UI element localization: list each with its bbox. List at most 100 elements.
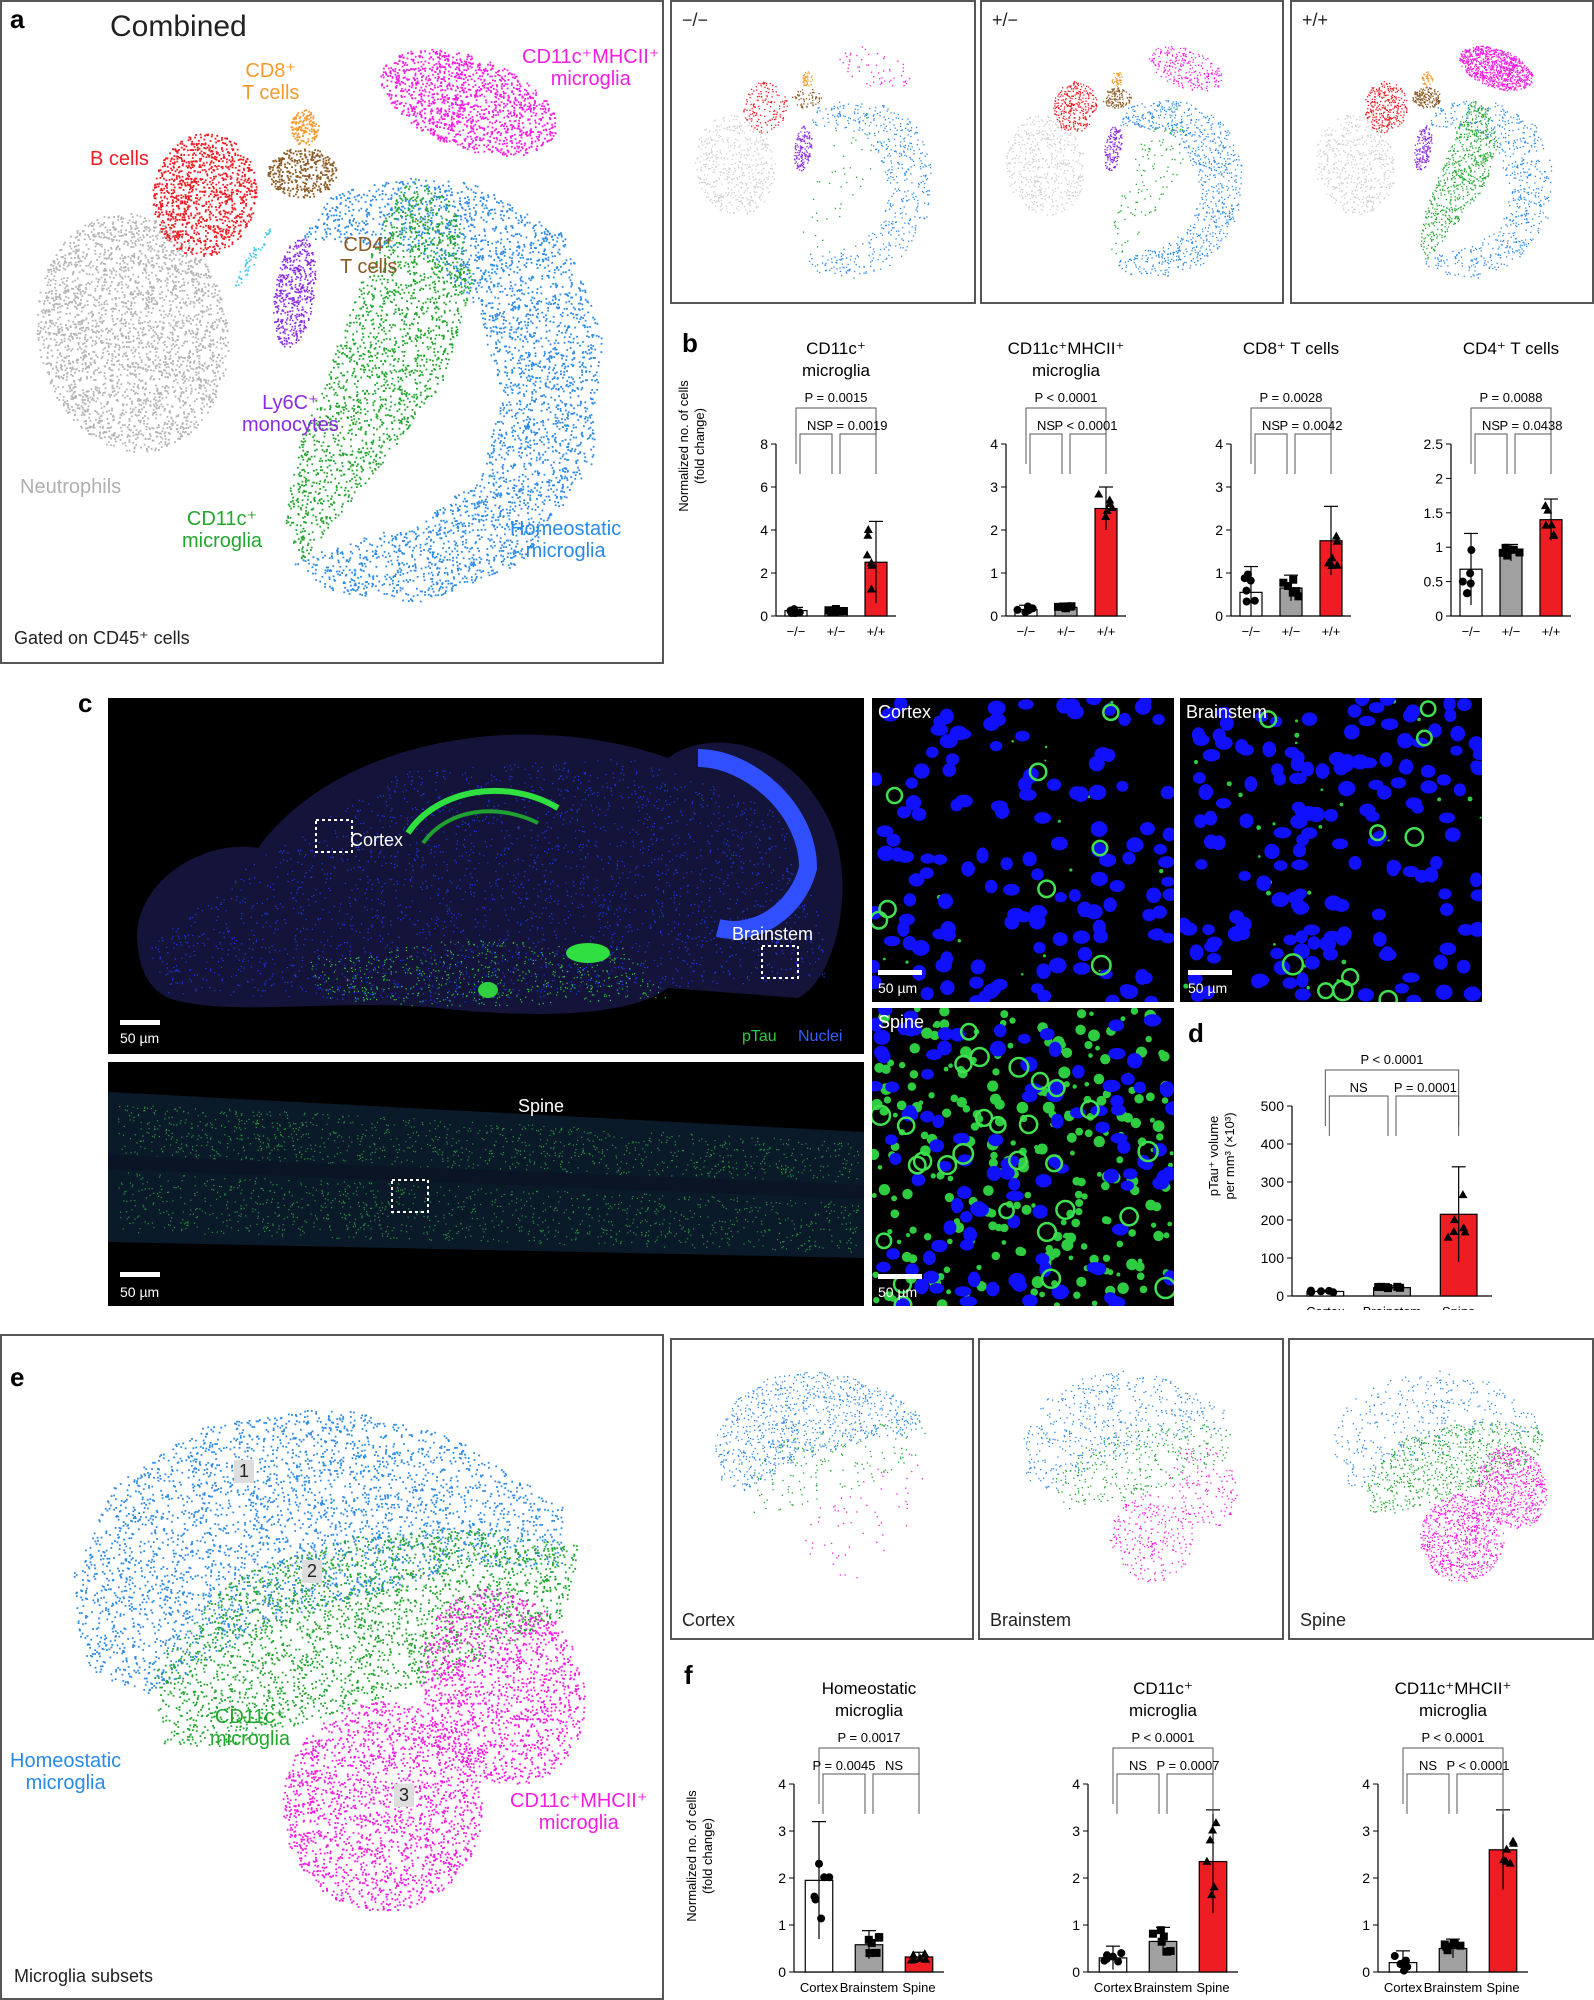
genotype-label: −/− (682, 10, 708, 31)
tick-label: 0 (990, 608, 998, 624)
zoom-label: Cortex (878, 702, 931, 723)
region-cortex-box: Cortex (670, 1338, 974, 1640)
tick-label: 500 (1261, 1098, 1285, 1114)
data-point (1023, 602, 1032, 611)
y-axis-label: (fold change) (692, 408, 707, 484)
cluster-1-label: 1 (234, 1460, 255, 1483)
label-cd11c: CD11c⁺ microglia (210, 1706, 290, 1750)
tsne-wt-box: −/− (670, 0, 976, 304)
zoom-label: Spine (878, 1012, 924, 1033)
data-point (1505, 545, 1514, 554)
y-axis-label: Normalized no. of cells (676, 380, 691, 512)
data-point (1105, 498, 1115, 507)
region-spine-box: Spine (1288, 1338, 1594, 1640)
sig-label: NS (1419, 1758, 1437, 1773)
zoom-spine: Spine 50 µm (872, 1008, 1174, 1306)
tick-label: 0 (1072, 1964, 1080, 1980)
sig-label: NS (885, 1758, 903, 1773)
label-cd11c: CD11c⁺ microglia (182, 508, 262, 552)
sig-label: P = 0.0045 (812, 1758, 875, 1773)
sig-label: P < 0.0001 (1034, 390, 1097, 405)
tsne-het-box: +/− (980, 0, 1284, 304)
label-cd8: CD8⁺ T cells (242, 60, 299, 104)
chart-title: microglia (802, 361, 871, 380)
sig-label: P < 0.0001 (1360, 1052, 1423, 1067)
sig-label: P < 0.0001 (1421, 1730, 1484, 1745)
data-point (1157, 1937, 1166, 1946)
data-point (1547, 520, 1557, 529)
chart-title: CD11c⁺ (1133, 1679, 1193, 1698)
tick-label: 3 (1215, 479, 1223, 495)
sig-label: P < 0.0001 (1131, 1730, 1194, 1745)
label-homeostatic: Homeostatic microglia (10, 1750, 121, 1794)
tick-label: 4 (1072, 1776, 1080, 1792)
tick-label: 2 (1072, 1870, 1080, 1886)
sig-label: P = 0.0042 (1279, 418, 1342, 433)
data-point (1503, 551, 1512, 560)
tick-label: 1.5 (1424, 505, 1444, 521)
label-mhcii: CD11c⁺MHCII⁺ microglia (510, 1790, 647, 1834)
data-point (1383, 1284, 1392, 1293)
data-point (920, 1949, 930, 1958)
data-point (1498, 548, 1507, 557)
sig-label: P = 0.0015 (804, 390, 867, 405)
sig-label: NS (1350, 1080, 1368, 1095)
data-point (1541, 520, 1551, 529)
chart-title: CD8⁺ T cells (1243, 339, 1339, 358)
category-label: +/+ (1097, 624, 1116, 639)
sig-label: P = 0.0438 (1499, 418, 1562, 433)
sig-label: NS (1262, 418, 1280, 433)
tick-label: 1 (1215, 565, 1223, 581)
data-point (1458, 1190, 1468, 1199)
tick-label: 200 (1261, 1212, 1285, 1228)
data-point (1242, 597, 1251, 606)
tsne-cortex (715, 1372, 926, 1579)
category-label: −/− (1017, 624, 1036, 639)
data-point (1543, 505, 1553, 514)
data-point (1515, 548, 1524, 557)
data-point (1284, 581, 1293, 590)
data-point (874, 1933, 883, 1942)
ptau-legend: pTau (742, 1028, 777, 1046)
cluster-3-label: 3 (394, 1784, 415, 1807)
data-point (1156, 1926, 1165, 1935)
panel-d-letter: d (1188, 1018, 1204, 1049)
data-point (1102, 505, 1112, 514)
data-point (1376, 1282, 1385, 1291)
tick-label: 400 (1261, 1136, 1285, 1152)
data-point (1466, 569, 1475, 578)
data-point (1505, 1858, 1515, 1867)
tick-label: 4 (1215, 436, 1223, 452)
category-label: Spine (1196, 1980, 1229, 1995)
data-point (1101, 511, 1111, 520)
data-point (866, 558, 876, 567)
category-label: +/− (1282, 624, 1301, 639)
data-point (1289, 575, 1298, 584)
data-point (831, 604, 840, 613)
sig-label: P = 0.0007 (1156, 1758, 1219, 1773)
data-point (1329, 1288, 1338, 1297)
category-label: +/+ (867, 624, 886, 639)
tsne-hom-box: +/+ (1290, 0, 1594, 304)
scale-bar (878, 970, 922, 975)
data-point (863, 530, 873, 539)
data-point (1294, 592, 1303, 601)
bar (1499, 552, 1523, 617)
category-label: Cortex (1094, 1980, 1133, 1995)
brainstem-micrograph (1180, 698, 1482, 1002)
data-point (1242, 586, 1251, 595)
data-point (817, 1914, 826, 1923)
data-point (1466, 579, 1475, 588)
scale-bar (878, 1274, 922, 1279)
scale-bar (120, 1020, 160, 1025)
sig-label: P = 0.0088 (1479, 390, 1542, 405)
category-label: Brainstem (1424, 1980, 1483, 1995)
data-point (1509, 1838, 1519, 1847)
panel-b-charts: Normalized no. of cells (fold change) 0 2 4 6… (676, 339, 1571, 639)
chart-title: microglia (1032, 361, 1101, 380)
category-label: +/+ (1322, 624, 1341, 639)
data-point (789, 605, 798, 614)
data-point (1053, 602, 1062, 611)
data-point (1440, 1940, 1449, 1949)
data-point (835, 607, 844, 616)
